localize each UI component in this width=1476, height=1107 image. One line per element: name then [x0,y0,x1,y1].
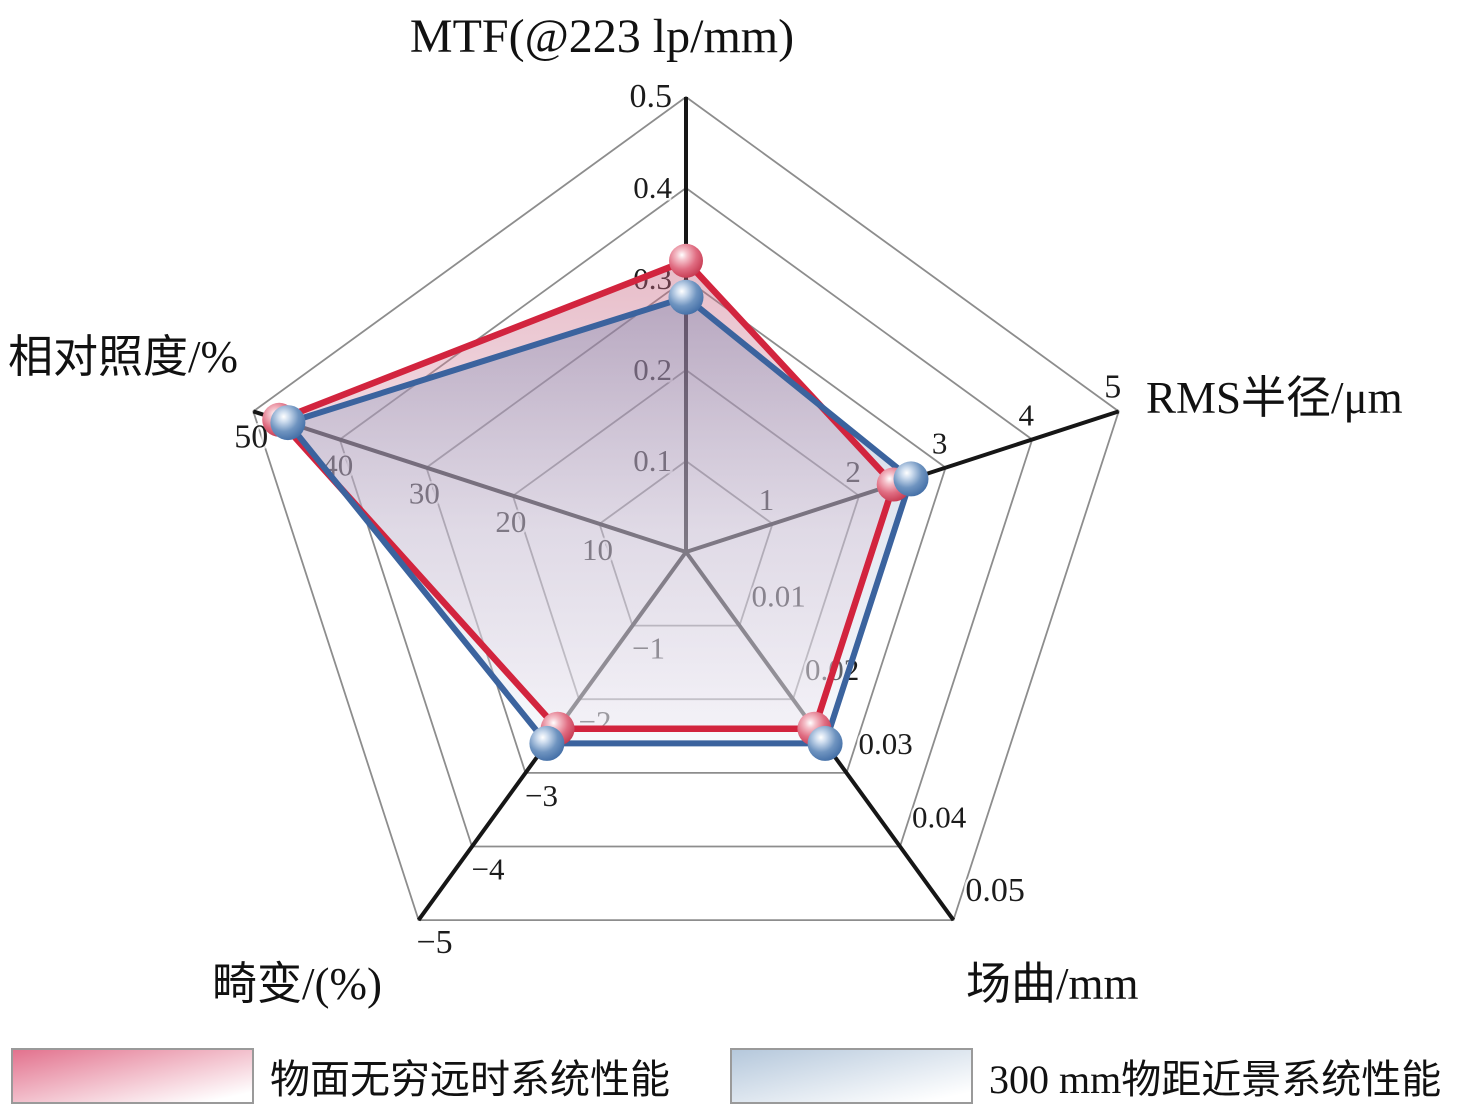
data-point-blue [893,461,929,497]
tick-label: −4 [472,852,505,887]
axis-title: 相对照度/% [8,332,238,382]
axis-title: 场曲/mm [966,959,1139,1009]
tick-label: 50 [234,418,268,455]
tick-label: 0.04 [912,800,967,835]
tick-label: −3 [525,778,558,813]
series-fill-300mm [287,297,911,744]
data-point-blue [668,279,704,315]
legend-label: 300 mm物距近景系统性能 [989,1057,1441,1102]
legend-swatch-blue [730,1048,973,1104]
tick-label: 4 [1018,398,1034,433]
series-line-300mm [284,294,914,747]
tick-label: 5 [1104,368,1121,405]
data-point-red [669,243,703,278]
axis-title: RMS半径/μm [1146,373,1403,423]
data-point-blue [270,405,306,441]
data-point-blue [529,725,565,761]
axis-title: MTF(@223 lp/mm) [410,10,794,63]
tick-label: 3 [932,426,948,461]
tick-label: 0.05 [965,872,1025,909]
tick-label: 0.5 [630,78,673,115]
series-line-infinity [275,257,897,732]
axis-title: 畸变/(%) [212,959,382,1009]
legend-swatch-red [11,1048,254,1104]
grid-ring [252,95,1120,921]
tick-label: −5 [417,924,453,961]
data-point-blue [807,725,843,761]
tick-label: 0.4 [633,170,672,205]
tick-label: 0.03 [859,726,913,761]
legend-label: 物面无穷远时系统性能 [270,1057,670,1102]
